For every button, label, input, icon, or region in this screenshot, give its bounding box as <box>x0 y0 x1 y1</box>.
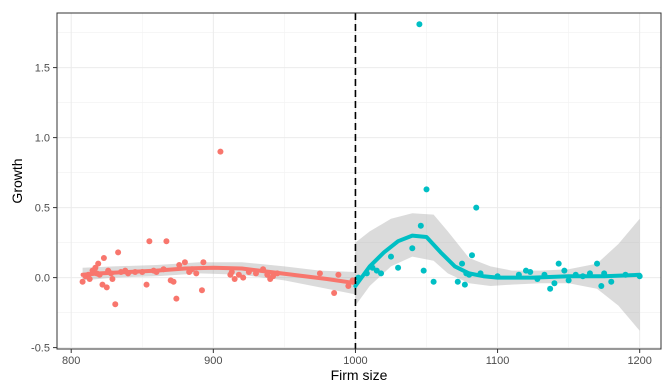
data-point <box>598 283 605 289</box>
data-point <box>170 278 177 285</box>
data-point <box>331 290 338 296</box>
data-point <box>378 270 385 277</box>
data-point <box>115 249 122 256</box>
smooth-lines <box>80 233 642 288</box>
data-point <box>565 277 572 284</box>
y-axis-title: Growth <box>9 158 25 203</box>
data-point <box>228 269 235 275</box>
data-point <box>146 238 153 245</box>
y-tick-label: 0.5 <box>35 203 50 215</box>
data-point <box>594 260 601 267</box>
confidence-band-2 <box>355 213 640 331</box>
y-tick-label: -0.5 <box>31 343 50 355</box>
x-tick-label: 1100 <box>486 355 510 367</box>
data-point <box>459 260 466 267</box>
axis-ticks <box>53 67 641 353</box>
data-point <box>163 238 170 245</box>
data-point <box>95 260 102 267</box>
y-tick-labels: -0.5 0.0 0.5 1.0 1.5 <box>31 63 50 355</box>
data-point <box>173 295 180 302</box>
data-point <box>231 276 238 282</box>
data-point <box>608 278 615 285</box>
data-point <box>416 21 423 28</box>
data-point <box>345 283 352 289</box>
data-point <box>373 267 380 274</box>
data-point <box>420 267 427 274</box>
data-point <box>109 276 116 282</box>
x-tick-label: 800 <box>62 355 80 367</box>
x-axis-title: Firm size <box>331 367 388 383</box>
data-point <box>335 271 342 278</box>
data-point <box>454 278 461 285</box>
data-point <box>461 281 468 288</box>
data-point <box>417 222 424 229</box>
data-point <box>270 273 277 280</box>
data-point <box>200 259 207 266</box>
data-point <box>430 278 437 285</box>
data-point <box>143 281 150 288</box>
data-point <box>86 276 93 282</box>
data-point <box>387 253 394 260</box>
data-point <box>217 148 224 155</box>
data-point <box>395 264 402 271</box>
grid-minor <box>57 13 661 349</box>
confidence-bands <box>82 213 640 331</box>
data-point <box>316 270 323 277</box>
data-point <box>198 287 205 294</box>
data-point <box>235 271 242 278</box>
data-point <box>99 281 106 288</box>
data-point <box>527 269 534 275</box>
data-point <box>423 186 430 193</box>
data-point <box>92 264 99 271</box>
data-point <box>100 255 107 261</box>
y-tick-label: 1.5 <box>35 63 50 75</box>
data-point <box>79 278 86 285</box>
y-tick-label: 1.0 <box>35 133 50 145</box>
data-point <box>409 245 416 252</box>
panel-border <box>56 12 662 350</box>
data-point <box>112 301 119 308</box>
data-point <box>181 259 188 266</box>
smooth-line-2 <box>353 233 642 288</box>
y-tick-label: 0.0 <box>35 273 50 285</box>
data-point <box>103 284 110 291</box>
data-point <box>547 285 554 292</box>
x-tick-label: 1200 <box>627 355 651 367</box>
x-tick-label: 900 <box>204 355 222 367</box>
x-tick-labels: 800 900 1000 1100 1200 <box>62 355 652 367</box>
data-point <box>176 262 183 268</box>
data-point <box>555 260 562 267</box>
data-point <box>193 270 200 277</box>
data-point <box>561 267 568 274</box>
x-tick-label: 1000 <box>343 355 367 367</box>
data-point <box>551 280 558 287</box>
smooth-line-1 <box>80 265 358 286</box>
data-point <box>473 204 480 211</box>
data-point <box>240 274 247 281</box>
data-point <box>468 252 475 259</box>
